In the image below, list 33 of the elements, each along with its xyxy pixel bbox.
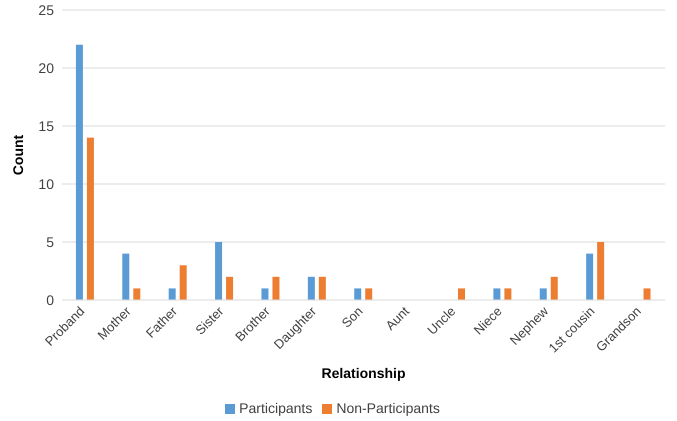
bar: [180, 265, 187, 300]
y-axis-title: Count: [10, 134, 26, 176]
bar: [226, 276, 234, 300]
bar: [458, 288, 465, 300]
bar: [272, 276, 280, 300]
y-tick-label: 0: [46, 292, 54, 308]
bar: [354, 288, 362, 300]
x-tick-label: Son: [338, 304, 366, 330]
bar: [504, 288, 512, 300]
bar: [261, 288, 268, 300]
bar: [318, 276, 326, 300]
y-tick-label: 15: [38, 118, 54, 134]
bar: [550, 276, 558, 300]
legend-label: Participants: [239, 400, 312, 416]
legend-label: Non-Participants: [336, 400, 440, 416]
bar: [493, 288, 500, 300]
bar: [586, 254, 594, 300]
bar: [365, 288, 372, 300]
bar: [168, 288, 176, 300]
y-tick-label: 25: [38, 2, 54, 18]
bar: [540, 288, 547, 300]
y-tick-label: 10: [38, 176, 54, 192]
bar: [597, 242, 604, 300]
bar: [122, 254, 130, 300]
bar: [215, 242, 222, 300]
bar: [644, 288, 651, 300]
bar: [86, 138, 94, 300]
x-axis-title: Relationship: [321, 365, 406, 381]
bar: [133, 288, 140, 300]
bar: [308, 276, 315, 300]
bar: [76, 44, 83, 300]
y-tick-label: 20: [38, 60, 54, 76]
y-tick-label: 5: [46, 234, 54, 250]
